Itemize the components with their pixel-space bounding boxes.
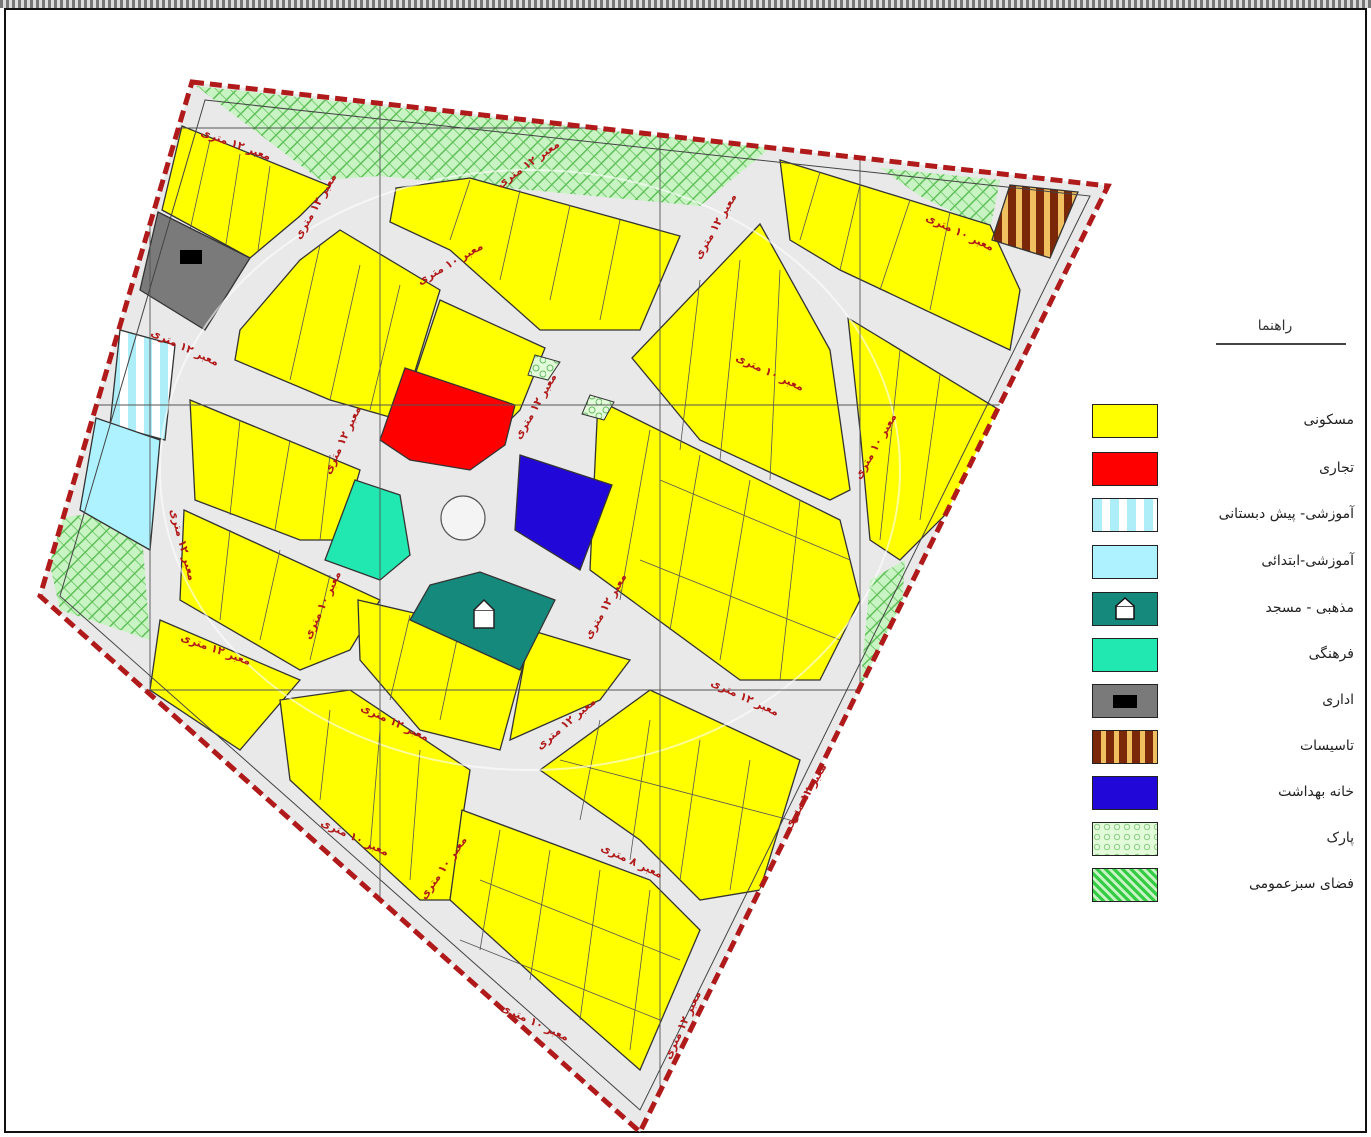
legend-item-mosque: مذهبی - مسجد: [1092, 592, 1362, 626]
residential-blocks: [149, 125, 1021, 1072]
legend-swatch: [1092, 404, 1158, 438]
block: [449, 809, 701, 1072]
site-boundary: [37, 79, 1112, 1137]
site-boundary-inner: [59, 99, 1091, 1111]
block: [389, 177, 681, 331]
ring-road: [159, 169, 901, 771]
mosque-icon: [473, 598, 495, 629]
legend-item-administrative: اداری: [1092, 684, 1362, 718]
park-east-strip: [860, 560, 905, 690]
legend-item-preschool: آموزشی- پیش دبستانی: [1092, 498, 1362, 532]
block: [509, 629, 632, 742]
small-park: [527, 354, 561, 381]
legend-item-residential: مسکونی: [1092, 404, 1362, 438]
central-roundabout: [440, 495, 486, 541]
black-rect-icon: [1113, 695, 1137, 708]
block: [149, 619, 302, 751]
legend-item-cultural: فرهنگی: [1092, 638, 1362, 672]
administrative-parcel: [139, 211, 251, 331]
legend-item-health-house: خانه بهداشت: [1092, 776, 1362, 810]
legend-swatch: [1092, 684, 1158, 718]
legend-label: فضای سبزعمومی: [1248, 876, 1354, 892]
small-park: [581, 394, 615, 421]
legend-item-commercial: تجاری: [1092, 452, 1362, 486]
legend-label: آموزشی- پیش دبستانی: [1218, 506, 1354, 522]
block: [234, 229, 441, 421]
health-house-parcel: [514, 454, 613, 571]
legend-swatch: [1092, 822, 1158, 856]
legend-label: پارک: [1326, 830, 1354, 846]
legend-title: راهنما: [1257, 318, 1293, 334]
legend-label: مذهبی - مسجد: [1265, 600, 1354, 616]
legend-item-utilities: تاسیسات: [1092, 730, 1362, 764]
legend-label: تاسیسات: [1299, 738, 1354, 754]
park-north: [196, 86, 770, 206]
black-rect-icon: [180, 250, 202, 264]
legend-item-primary-school: آموزشی-ابتدائی: [1092, 545, 1362, 579]
legend-swatch: [1092, 730, 1158, 764]
legend-swatch: [1092, 638, 1158, 672]
block: [179, 509, 381, 671]
preschool-parcel: [109, 329, 176, 441]
legend-item-park: پارک: [1092, 822, 1362, 856]
legend-label: آموزشی-ابتدائی: [1261, 553, 1354, 569]
mosque-icon: [1115, 596, 1135, 620]
legend-label: خانه بهداشت: [1278, 784, 1354, 800]
block: [589, 398, 861, 681]
crescent-icon: [1116, 783, 1128, 804]
legend-swatch: [1092, 592, 1158, 626]
legend-label: فرهنگی: [1308, 646, 1354, 662]
legend-swatch: [1092, 452, 1158, 486]
legend-swatch: [1092, 545, 1158, 579]
top-edge-strip: [0, 0, 1371, 8]
legend-swatch: [1092, 498, 1158, 532]
legend-item-public-green: فضای سبزعمومی: [1092, 868, 1362, 902]
park-southwest: [40, 508, 150, 640]
legend-swatch: [1092, 868, 1158, 902]
legend-label: تجاری: [1319, 460, 1354, 476]
block: [779, 159, 1021, 351]
legend-label: اداری: [1322, 692, 1354, 708]
utility-parcel: [991, 184, 1079, 259]
block: [631, 222, 851, 501]
cultural-parcel: [324, 479, 411, 581]
legend-divider: [1216, 343, 1346, 345]
park-northeast: [880, 168, 1000, 230]
lot-lines: [189, 139, 951, 1051]
block: [161, 125, 332, 259]
legend-swatch: [1092, 776, 1158, 810]
legend-label: مسکونی: [1303, 412, 1354, 428]
